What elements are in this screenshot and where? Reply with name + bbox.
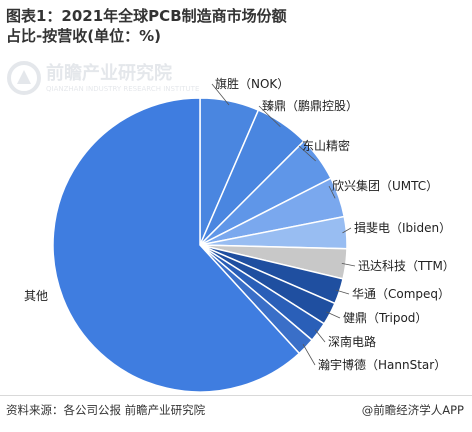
watermark-name: 前瞻产业研究院 bbox=[46, 62, 172, 84]
logo-icon bbox=[7, 61, 41, 95]
pie-slices bbox=[52, 97, 348, 393]
pie-slice bbox=[52, 97, 301, 393]
brand-credit: @前瞻经济学人APP bbox=[361, 403, 464, 417]
slice-label: 臻鼎（鹏鼎控股） bbox=[262, 99, 358, 113]
watermark: 前瞻产业研究院 QIANZHAN INDUSTRY RESEARCH INSTI… bbox=[6, 60, 199, 96]
slice-label: 瀚宇博德（HannStar） bbox=[318, 357, 446, 372]
leader-line bbox=[341, 262, 356, 267]
slice-label: 迅达科技（TTM） bbox=[358, 259, 455, 273]
source-note: 资料来源：各公司公报 前瞻产业研究院 bbox=[6, 403, 206, 417]
slice-label: 旗胜（NOK） bbox=[215, 76, 289, 91]
leader-line bbox=[298, 145, 316, 162]
leader-line bbox=[258, 105, 281, 128]
leader-line bbox=[328, 185, 336, 199]
leader-lines bbox=[211, 83, 356, 366]
slice-label: 东山精密 bbox=[302, 138, 350, 153]
leader-line bbox=[326, 311, 341, 319]
leader-line bbox=[314, 329, 326, 343]
slice-label: 欣兴集团（UMTC） bbox=[332, 178, 438, 193]
chart-title: 图表1：2021年全球PCB制造商市场份额占比-按营收(单位：%) bbox=[6, 7, 287, 45]
slice-label: 健鼎（Tripod） bbox=[343, 311, 427, 325]
slice-label: 深南电路 bbox=[328, 334, 376, 349]
slice-label: 华通（Compeq） bbox=[352, 287, 450, 301]
leader-line bbox=[302, 343, 316, 366]
leader-line bbox=[211, 83, 230, 106]
leader-line bbox=[335, 289, 350, 295]
slice-label: 揖斐电（Ibiden） bbox=[354, 221, 451, 235]
watermark-tagline: QIANZHAN INDUSTRY RESEARCH INSTITUTE bbox=[46, 84, 200, 93]
footer-divider bbox=[0, 395, 472, 396]
slice-label: 其他 bbox=[24, 289, 48, 303]
leader-line bbox=[342, 227, 352, 234]
